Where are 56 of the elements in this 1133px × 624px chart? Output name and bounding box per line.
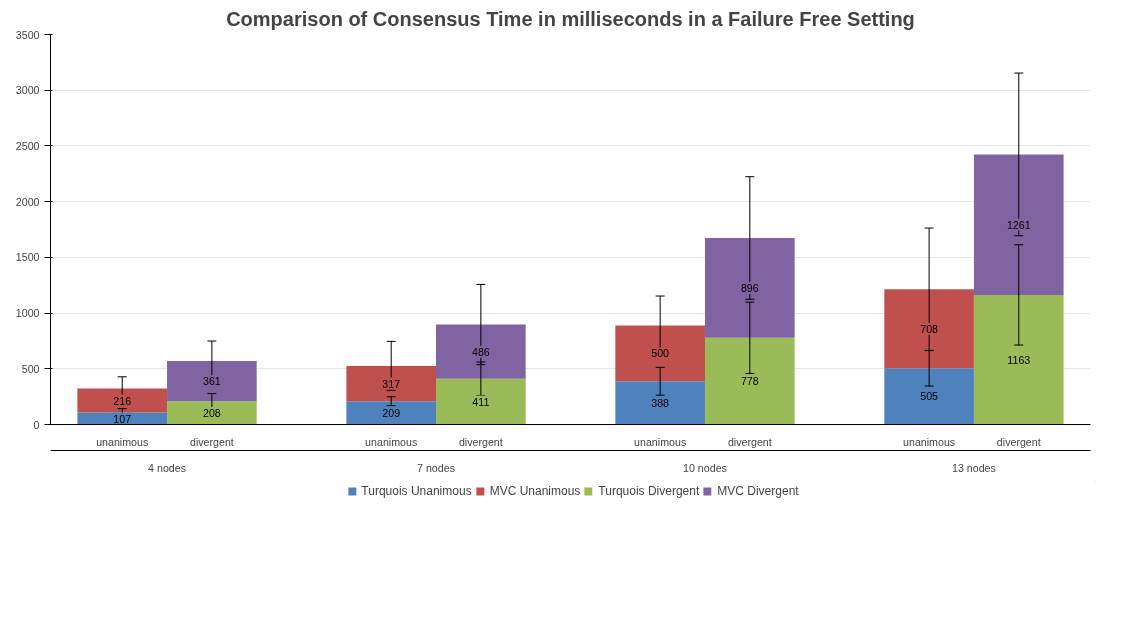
bar bbox=[884, 368, 974, 425]
bar bbox=[167, 361, 257, 402]
x-tick-label: unanimous bbox=[634, 435, 687, 448]
data-label: 505 bbox=[920, 390, 939, 403]
data-label: 388 bbox=[651, 396, 670, 409]
text: 10 nodes bbox=[683, 461, 727, 474]
data-label: 209 bbox=[382, 406, 401, 419]
x-tick-label: divergent bbox=[458, 435, 503, 448]
x-tick-label: divergent bbox=[996, 435, 1041, 448]
y-tick-label: 1000 bbox=[15, 307, 40, 320]
y-tick-label: 3500 bbox=[15, 28, 40, 41]
y-tick-label: 500 bbox=[21, 362, 40, 375]
text: 7 nodes bbox=[417, 461, 455, 474]
bar bbox=[77, 388, 168, 413]
data-label: 1261 bbox=[1006, 218, 1031, 231]
x-tick-label: unanimous bbox=[903, 435, 956, 448]
data-label: 896 bbox=[740, 281, 759, 294]
y-tick-label: 2500 bbox=[15, 139, 40, 152]
y-tick-label: 0 bbox=[33, 418, 40, 431]
legend-label: Turquois Divergent bbox=[598, 484, 700, 498]
y-tick-label: 3000 bbox=[15, 84, 40, 97]
bar bbox=[615, 325, 705, 382]
data-label: 361 bbox=[202, 375, 221, 388]
data-label: 500 bbox=[651, 347, 670, 360]
y-tick-label: 2000 bbox=[15, 195, 40, 208]
text: 4 nodes bbox=[148, 461, 187, 474]
data-label: 107 bbox=[113, 412, 132, 425]
bar bbox=[346, 365, 437, 402]
chart-title: Comparison of Consensus Time in milliseconds in a Failure Free Setting bbox=[226, 7, 915, 30]
y-tick-label: 1500 bbox=[15, 251, 40, 264]
text: 13 nodes bbox=[952, 461, 996, 474]
data-label: 317 bbox=[382, 377, 401, 390]
data-label: 1163 bbox=[1007, 353, 1031, 366]
bar bbox=[884, 289, 974, 369]
bar bbox=[704, 237, 795, 338]
bar bbox=[973, 154, 1064, 295]
bar bbox=[704, 337, 795, 425]
data-label: 411 bbox=[472, 395, 490, 408]
x-tick-label: divergent bbox=[727, 435, 772, 448]
bar bbox=[436, 324, 526, 379]
data-label: 708 bbox=[920, 322, 939, 335]
x-tick-label: divergent bbox=[189, 435, 234, 448]
data-label: 778 bbox=[740, 375, 759, 388]
bar bbox=[346, 401, 437, 425]
data-label: 216 bbox=[113, 394, 132, 407]
legend-label: MVC Unanimous bbox=[489, 484, 581, 498]
legend-label: Turquois Unanimous bbox=[361, 484, 472, 498]
data-label: 486 bbox=[471, 345, 490, 358]
bar bbox=[167, 401, 257, 425]
x-tick-label: unanimous bbox=[365, 435, 418, 448]
data-label: 208 bbox=[202, 406, 221, 419]
bar bbox=[436, 378, 526, 425]
x-tick-label: unanimous bbox=[96, 435, 149, 448]
legend-label: MVC Divergent bbox=[717, 484, 799, 498]
bar bbox=[973, 294, 1064, 425]
bar bbox=[615, 381, 705, 425]
